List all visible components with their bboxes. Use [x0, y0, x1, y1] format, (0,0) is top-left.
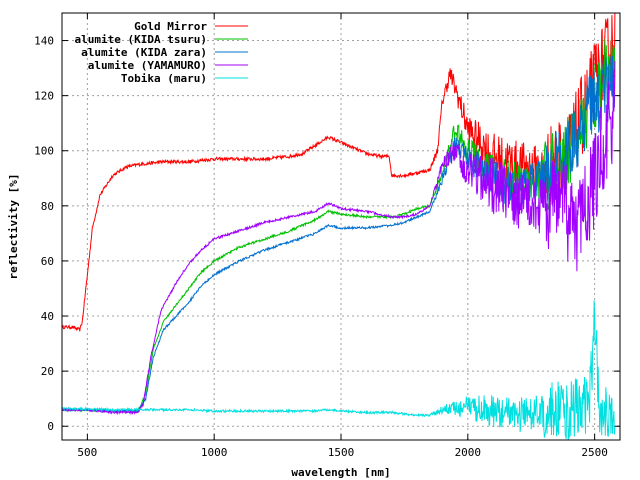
- series-line-0: [62, 13, 616, 332]
- legend-label: Gold Mirror: [134, 20, 207, 33]
- series-line-2: [62, 55, 616, 414]
- y-tick-label: 0: [47, 420, 54, 433]
- y-tick-label: 20: [41, 365, 54, 378]
- plot-frame: [61, 12, 621, 441]
- series-line-3: [62, 60, 616, 416]
- grid-lines: [62, 13, 620, 440]
- y-tick-label: 120: [34, 90, 54, 103]
- x-tick-label: 2000: [455, 446, 482, 459]
- legend-label: alumite (KIDA tsuru): [75, 33, 207, 46]
- y-axis-label: reflectivity [%]: [7, 174, 20, 280]
- y-tick-label: 140: [34, 35, 54, 48]
- series-lines: [62, 13, 616, 440]
- series-line-1: [62, 39, 616, 414]
- x-tick-label: 1500: [328, 446, 355, 459]
- x-tick-label: 1000: [201, 446, 228, 459]
- legend-label: alumite (KIDA zara): [81, 46, 207, 59]
- legend-label: alumite (YAMAMURO): [88, 59, 207, 72]
- series-line-4: [62, 300, 616, 440]
- axis-ticks: 500 1000 1500 2000 2500 0 20 40 60 80 100 120 140: [34, 13, 620, 459]
- x-tick-label: 500: [77, 446, 97, 459]
- y-tick-label: 60: [41, 255, 54, 268]
- x-axis-label: wavelength [nm]: [291, 466, 390, 479]
- y-tick-label: 100: [34, 145, 54, 158]
- y-tick-label: 40: [41, 310, 54, 323]
- y-tick-label: 80: [41, 200, 54, 213]
- x-tick-label: 2500: [581, 446, 608, 459]
- legend-label: Tobika (maru): [121, 72, 207, 85]
